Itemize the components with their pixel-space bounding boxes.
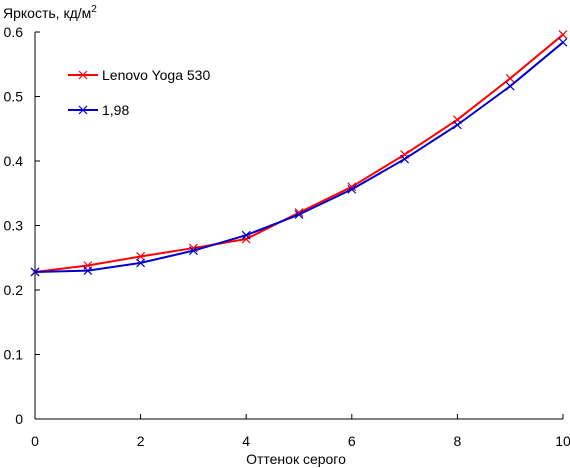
- series-2-point: [452, 120, 462, 130]
- y-tick-label: 0: [15, 411, 23, 427]
- series-2: [30, 37, 568, 277]
- series-layer: [30, 30, 568, 277]
- y-tick-label: 0.6: [4, 24, 24, 40]
- x-tick-label: 8: [454, 433, 462, 449]
- series-1-point: [347, 182, 357, 192]
- y-axis-title-superscript: 2: [91, 4, 97, 15]
- legend: Lenovo Yoga 530 1,98: [68, 67, 210, 118]
- series-2-point: [188, 246, 198, 256]
- series-2-point: [347, 184, 357, 194]
- series-2-point: [241, 230, 251, 240]
- series-2-point: [505, 81, 515, 91]
- y-tick-label: 0.5: [4, 89, 24, 105]
- series-2-point: [83, 266, 93, 276]
- series-1-point: [558, 30, 568, 40]
- series-2-point: [294, 210, 304, 219]
- y-axis-title-text: Яркость, кд/м: [3, 5, 91, 21]
- y-tick-label: 0.3: [4, 218, 24, 234]
- y-tick-label: 0.2: [4, 282, 24, 298]
- series-2-point: [558, 37, 568, 47]
- series-2-point: [136, 258, 146, 268]
- legend-swatch-marker: [78, 70, 88, 80]
- series-1-point: [505, 74, 515, 83]
- legend-label: Lenovo Yoga 530: [102, 67, 210, 83]
- y-tick-label: 0.4: [4, 153, 24, 169]
- svg-text:Яркость, кд/м2: Яркость, кд/м2: [3, 4, 97, 21]
- series-1-point: [136, 252, 146, 261]
- legend-item-2: 1,98: [68, 102, 129, 118]
- x-tick-label: 4: [242, 433, 250, 449]
- x-tick-label: 6: [348, 433, 356, 449]
- y-tick-label: 0.1: [4, 347, 24, 363]
- x-axis-title: Оттенок серого: [246, 451, 346, 467]
- y-ticks: 0 0.1 0.2 0.3 0.4 0.5 0.6: [4, 24, 40, 427]
- y-axis-title: Яркость, кд/м2: [3, 4, 97, 21]
- legend-swatch-marker: [78, 105, 88, 115]
- x-tick-label: 2: [137, 433, 145, 449]
- legend-item-1: Lenovo Yoga 530: [68, 67, 210, 83]
- x-tick-label: 0: [31, 433, 39, 449]
- series-2-point: [400, 154, 410, 164]
- x-ticks: 0 2 4 6 8 10: [31, 414, 570, 449]
- series-2-point: [30, 267, 40, 277]
- legend-label: 1,98: [102, 102, 129, 118]
- x-tick-label: 10: [555, 433, 570, 449]
